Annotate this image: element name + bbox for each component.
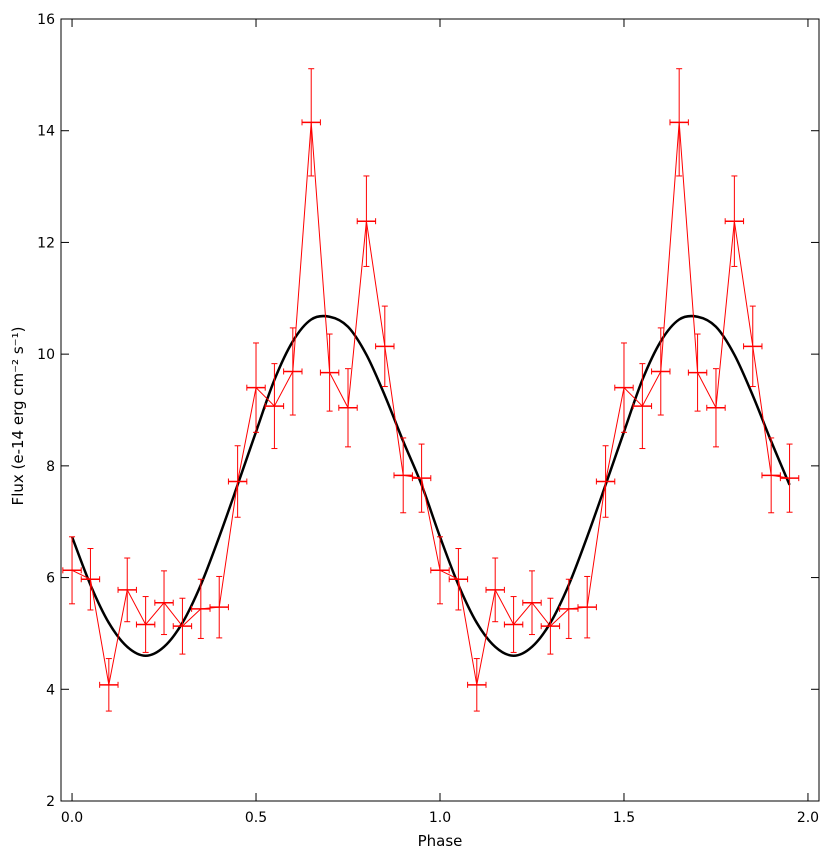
data-point [301,68,321,177]
data-point [264,363,285,450]
data-point [62,536,82,605]
model-curve-layer [70,314,791,658]
data-series-layer [62,68,800,712]
x-tick-label: 1.0 [429,810,451,826]
y-tick-label: 6 [46,571,55,587]
data-point [99,658,119,712]
data-point [319,333,340,412]
data-point [467,658,487,712]
data-point [503,596,524,653]
y-tick-label: 14 [37,124,55,140]
data-point [411,443,432,513]
y-tick-label: 16 [37,12,55,28]
data-point [135,596,156,653]
plot-background [61,19,819,801]
data-point [743,305,763,388]
x-axis-ticks: 0.0 0.5 1.0 1.5 2.0 [61,19,819,826]
data-point [246,342,266,433]
data-point [283,327,303,416]
y-axis-label: Flux (e-14 erg cm⁻² s⁻¹) [9,327,27,506]
data-point [338,368,358,448]
data-point [80,548,101,611]
data-point [687,333,708,412]
data-point [154,570,174,636]
data-line [71,122,790,685]
x-axis-label: Phase [418,832,463,850]
data-point [522,570,542,636]
x-tick-label: 0.0 [61,810,83,826]
data-point [724,175,745,267]
data-point [430,536,450,605]
data-point [577,575,597,639]
y-tick-label: 8 [46,459,55,475]
data-point [706,368,726,448]
y-tick-label: 10 [37,347,55,363]
data-point [375,305,395,388]
data-point [356,175,377,267]
data-point [669,68,689,177]
data-point [595,445,616,518]
x-tick-label: 2.0 [797,810,819,826]
data-point [172,597,193,655]
data-point [117,557,137,623]
y-tick-label: 4 [46,682,55,698]
data-point [540,597,561,655]
data-point [614,342,634,433]
data-point [227,445,248,518]
model-curve [70,314,791,658]
data-point [779,443,800,513]
y-tick-label: 2 [46,794,55,810]
data-point [448,548,469,611]
y-axis-ticks: 2 4 6 8 10 12 14 16 [37,12,819,810]
x-tick-label: 0.5 [245,810,267,826]
x-tick-label: 1.5 [613,810,635,826]
data-point [209,575,229,639]
data-point [651,327,671,416]
data-point [485,557,505,623]
y-tick-label: 12 [37,235,55,251]
data-point [632,363,653,450]
